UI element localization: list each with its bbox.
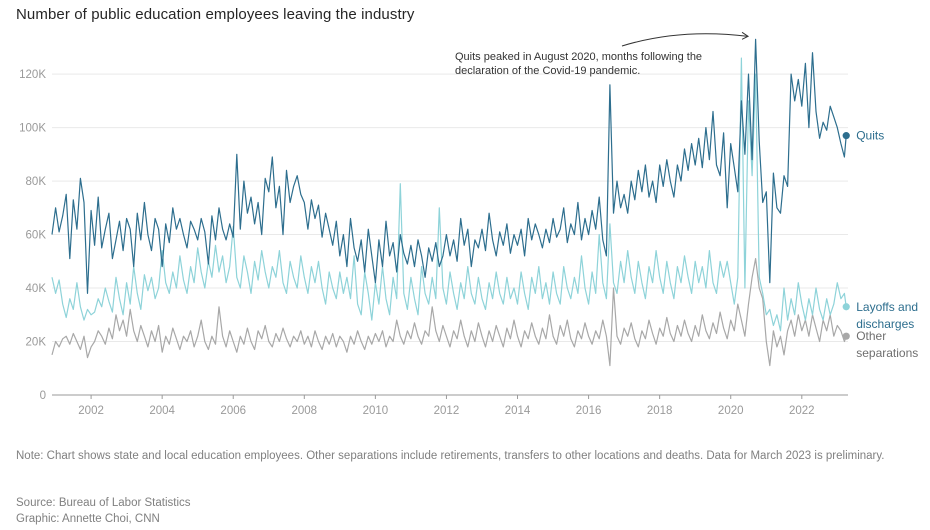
- x-tick-label: 2014: [505, 405, 531, 417]
- chart-title: Number of public education employees lea…: [16, 6, 415, 23]
- y-tick-label: 80K: [26, 176, 47, 188]
- annotation-text-line2: declaration of the Covid-19 pandemic.: [455, 65, 640, 77]
- x-axis-ticks: 2002 2004 2006 2008 2010 2012 2014 2016 2018 2020…: [78, 395, 815, 417]
- x-tick-label: 2010: [363, 405, 389, 417]
- y-tick-label: 60K: [26, 230, 47, 242]
- series-lines: [51, 38, 847, 367]
- series-end-dot: [842, 332, 850, 340]
- series-label: Layoffs and: [856, 300, 918, 314]
- y-tick-label: 40K: [26, 283, 47, 295]
- series-line-quits: [51, 38, 847, 294]
- y-axis-ticks: 0 20K 40K 60K 80K 100K 120K: [19, 69, 46, 402]
- x-tick-label: 2020: [718, 405, 744, 417]
- annotation: Quits peaked in August 2020, months foll…: [455, 31, 750, 77]
- chart-note: Note: Chart shows state and local educat…: [16, 450, 885, 462]
- x-tick-label: 2002: [78, 405, 104, 417]
- y-tick-label: 20K: [26, 337, 47, 349]
- series-line-layoffs-and-discharges: [51, 57, 847, 332]
- annotation-text-line1: Quits peaked in August 2020, months foll…: [455, 51, 702, 63]
- series-line-other-separations: [51, 258, 847, 367]
- annotation-arrow: [621, 33, 749, 47]
- x-tick-label: 2012: [434, 405, 460, 417]
- x-tick-label: 2016: [576, 405, 602, 417]
- series-label: Other: [856, 329, 886, 343]
- x-tick-label: 2018: [647, 405, 673, 417]
- series-label: discharges: [856, 317, 914, 331]
- x-tick-label: 2006: [220, 405, 246, 417]
- series-end-dot: [842, 303, 850, 311]
- chart-source: Source: Bureau of Labor Statistics Graph…: [16, 495, 191, 527]
- series-end-dot: [842, 132, 850, 140]
- y-tick-label: 100K: [19, 123, 46, 135]
- source-line: Source: Bureau of Labor Statistics: [16, 497, 191, 509]
- annotation-arrowhead: [741, 31, 750, 40]
- y-tick-label: 120K: [19, 69, 46, 81]
- credit-line: Graphic: Annette Choi, CNN: [16, 513, 160, 525]
- series-label: Quits: [856, 129, 884, 143]
- x-tick-label: 2008: [292, 405, 318, 417]
- series-label: separations: [856, 346, 918, 360]
- x-tick-label: 2022: [789, 405, 815, 417]
- y-tick-label: 0: [40, 390, 46, 402]
- x-tick-label: 2004: [149, 405, 175, 417]
